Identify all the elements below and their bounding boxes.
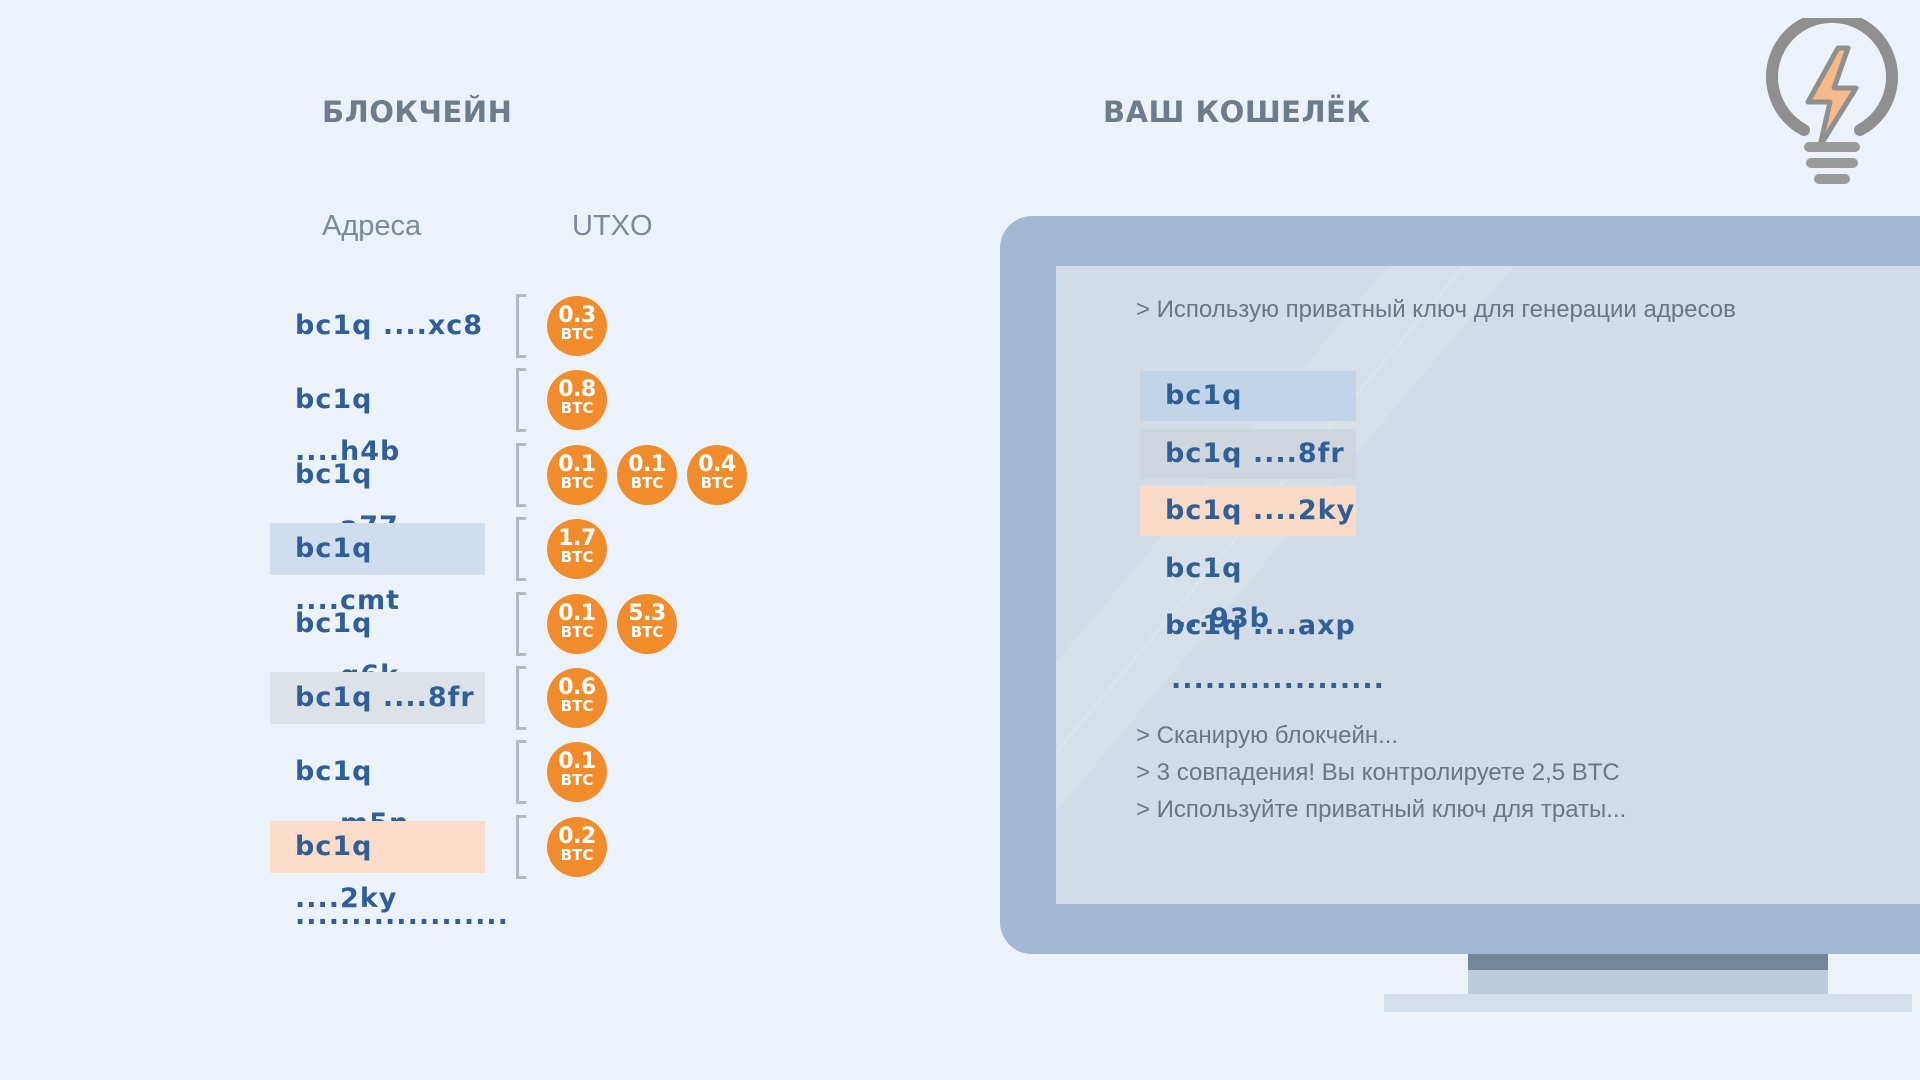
addresses-column-header: Адреса: [322, 210, 422, 242]
utxo-bracket: [516, 294, 526, 358]
wallet-heading: ВАШ КОШЕЛЁК: [1103, 95, 1371, 129]
monitor-stand-shadow: [1468, 954, 1828, 970]
console-line-spend: > Используйте приватный ключ для траты..…: [1136, 796, 1627, 823]
utxo-unit: BTC: [700, 473, 734, 492]
utxo-value: 0.1: [558, 749, 596, 775]
blockchain-address: bc1q ....8fr: [270, 672, 485, 724]
utxo-bracket: [516, 666, 526, 730]
utxo-value: 0.2: [558, 823, 596, 849]
utxo-bracket: [516, 368, 526, 433]
wallet-more-ellipsis: ...................: [1171, 664, 1385, 695]
wallet-screen: > Использую приватный ключ для генерации…: [1056, 266, 1920, 904]
utxo-unit: BTC: [560, 697, 594, 715]
console-line-scan: > Сканирую блокчейн...: [1136, 722, 1399, 749]
utxo-coin: 0.1 BTC: [547, 742, 607, 803]
utxo-coin: 0.8 BTC: [547, 370, 607, 431]
utxo-unit: BTC: [560, 325, 594, 343]
blockchain-address: bc1q ....m5n: [295, 756, 408, 839]
utxo-unit: BTC: [630, 473, 664, 492]
utxo-column-header: UTXO: [572, 210, 653, 242]
blockchain-address: bc1q ....a77: [295, 458, 398, 542]
utxo-coin: 1.7 BTC: [547, 519, 607, 580]
utxo-value: 0.6: [558, 675, 596, 700]
utxo-value: 5.3: [628, 600, 666, 626]
utxo-value: 0.1: [558, 600, 596, 626]
utxo-coin: 0.6 BTC: [547, 668, 607, 728]
utxo-value: 0.1: [558, 451, 596, 477]
utxo-unit: BTC: [560, 399, 594, 418]
utxo-value: 0.3: [558, 303, 596, 328]
wallet-address: bc1q ....axp: [1165, 610, 1356, 641]
blockchain-more-ellipsis: ...................: [295, 900, 509, 931]
wallet-address: bc1q ....2ky: [1140, 486, 1356, 536]
utxo-coin: 5.3 BTC: [617, 593, 677, 654]
console-line-matches: > 3 совпадения! Вы контролируете 2,5 BTC: [1136, 759, 1620, 786]
utxo-coin: 0.1 BTC: [547, 444, 607, 505]
lightbulb-lightning-icon: [1766, 18, 1898, 184]
utxo-value: 1.7: [558, 526, 596, 552]
console-line-generate: > Использую приватный ключ для генерации…: [1136, 296, 1736, 323]
utxo-bracket: [516, 740, 526, 805]
blockchain-address: bc1q ....g6k: [295, 607, 398, 691]
utxo-value: 0.4: [698, 451, 736, 477]
utxo-coin: 0.2 BTC: [547, 816, 607, 877]
utxo-unit: BTC: [560, 473, 594, 492]
utxo-value: 0.1: [628, 451, 666, 477]
monitor-stand-base: [1384, 994, 1912, 1012]
utxo-coin: 0.1 BTC: [547, 593, 607, 654]
blockchain-address: bc1q ....xc8: [295, 310, 484, 341]
blockchain-address: bc1q ....2ky: [270, 820, 485, 914]
utxo-unit: BTC: [560, 771, 594, 790]
utxo-unit: BTC: [560, 622, 594, 641]
blockchain-heading: БЛОКЧЕЙН: [322, 95, 513, 129]
utxo-bracket: [516, 814, 526, 879]
utxo-coin: 0.1 BTC: [617, 444, 677, 505]
utxo-bracket: [516, 442, 526, 507]
blockchain-address: bc1q ....cmt: [270, 523, 485, 616]
utxo-bracket: [516, 517, 526, 582]
utxo-coin: 0.3 BTC: [547, 296, 607, 356]
utxo-bracket: [516, 591, 526, 656]
utxo-coin: 0.4 BTC: [687, 444, 747, 505]
utxo-value: 0.8: [558, 377, 596, 403]
utxo-unit: BTC: [630, 622, 664, 641]
blockchain-address: bc1q ....h4b: [295, 384, 401, 468]
wallet-address: bc1q ....93b: [1165, 552, 1270, 634]
wallet-address: bc1q ....8fr: [1140, 428, 1356, 479]
wallet-address: bc1q ....cmt: [1140, 371, 1356, 461]
utxo-unit: BTC: [560, 548, 594, 567]
utxo-unit: BTC: [560, 845, 594, 864]
